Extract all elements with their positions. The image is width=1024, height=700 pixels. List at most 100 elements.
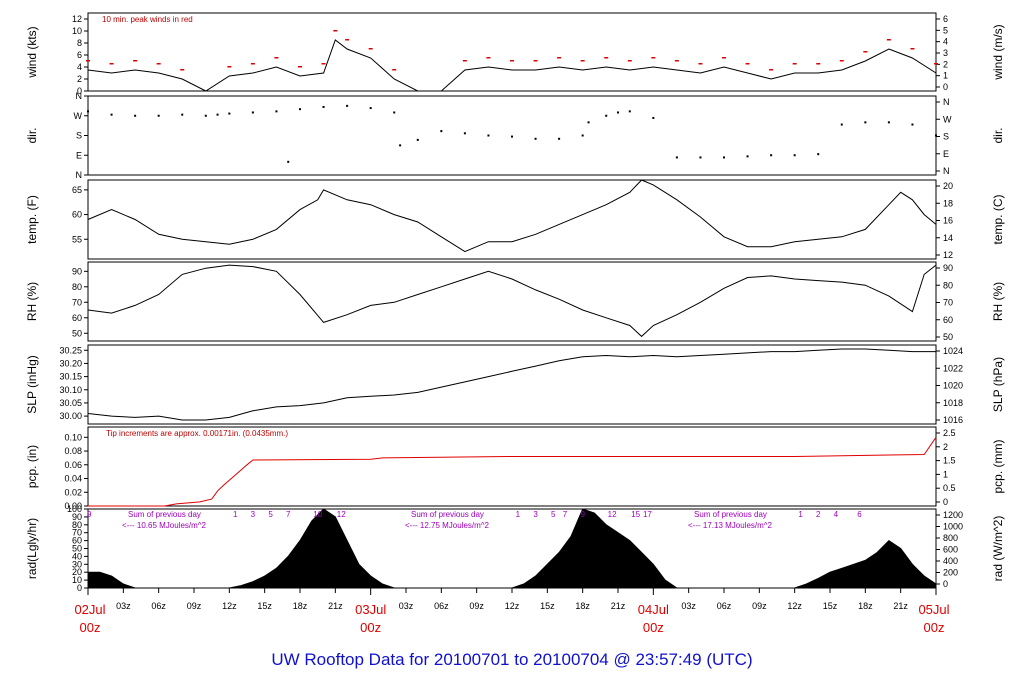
- pcp-ylabel-right: pcp. (mm): [991, 439, 1005, 493]
- rad-series-area: [87, 508, 937, 589]
- rad-left-tick-label: 30: [72, 559, 82, 569]
- wind-peak-mark: [792, 63, 797, 65]
- pcp-left-tick-label: 0.00: [64, 501, 82, 511]
- pcp-left-tick-label: 0.06: [64, 460, 82, 470]
- dir-point: [134, 114, 137, 117]
- dir-right-tick-label: S: [943, 132, 949, 142]
- dir-point: [228, 112, 231, 115]
- temp-ylabel-right: temp. (C): [991, 194, 1005, 244]
- chart-title: UW Rooftop Data for 20100701 to 20100704…: [271, 650, 753, 669]
- rh-right-tick-label: 50: [943, 332, 953, 342]
- dir-point: [699, 156, 702, 159]
- temp-right-tick-label: 12: [943, 250, 953, 260]
- wind-peak-mark: [368, 48, 373, 50]
- wind-frame: [87, 12, 937, 92]
- pcp-note: Tip increments are approx. 0.00171in. (0…: [106, 429, 288, 438]
- rad-hour-mark: 7: [286, 510, 291, 519]
- x-day-time: 00z: [643, 620, 664, 635]
- slp-left-tick-label: 30.15: [59, 372, 82, 382]
- dir-point: [817, 153, 820, 156]
- rad-right-tick-label: 200: [943, 568, 958, 578]
- x-day-label: 05Jul: [918, 602, 949, 617]
- temp-right-tick-label: 20: [943, 181, 953, 191]
- dir-point: [652, 116, 655, 119]
- dir-point: [864, 121, 867, 124]
- dir-point: [322, 105, 325, 108]
- rh-left-tick-label: 90: [72, 266, 82, 276]
- dir-frame: [87, 95, 937, 176]
- wind-left-tick-label: 0: [77, 86, 82, 96]
- wind-peak-mark: [533, 60, 538, 62]
- wind-peak-mark: [462, 60, 467, 62]
- wind-peak-mark: [674, 60, 679, 62]
- wind-peak-mark: [156, 63, 161, 65]
- slp-left-tick-label: 30.05: [59, 398, 82, 408]
- dir-point: [587, 121, 590, 124]
- wind-peak-mark: [345, 39, 350, 41]
- rh-right-tick-label: 80: [943, 280, 953, 290]
- wind-peak-mark: [627, 60, 632, 62]
- wind-peak-mark: [321, 63, 326, 65]
- x-tick-label: 15z: [823, 601, 838, 611]
- dir-point: [463, 132, 466, 135]
- rad-hour-mark: 17: [643, 510, 652, 519]
- wind-right-tick-label: 3: [943, 48, 948, 58]
- rad-hour-mark: 5: [268, 510, 273, 519]
- wind-peak-mark: [86, 60, 90, 62]
- dir-point: [216, 113, 219, 116]
- dir-ylabel-right: dir.: [991, 127, 1005, 143]
- pcp-left-tick-label: 0.10: [64, 432, 82, 442]
- x-tick-label: 18z: [575, 601, 590, 611]
- x-tick-label: 15z: [540, 601, 555, 611]
- wind-left-tick-label: 4: [77, 62, 82, 72]
- dir-point: [911, 123, 914, 126]
- dir-point: [399, 144, 402, 147]
- dir-left-tick-label: N: [76, 170, 83, 180]
- wind-peak-mark: [651, 57, 656, 59]
- rad-right-tick-label: 800: [943, 533, 958, 543]
- rad-hour-mark: 1: [233, 510, 238, 519]
- rad-hour-mark: 12: [337, 510, 346, 519]
- wind-peak-mark: [722, 57, 726, 59]
- wind-peak-mark: [298, 66, 302, 68]
- temp-frame: [87, 179, 937, 260]
- wind-peak-mark: [910, 48, 915, 50]
- pcp-right-tick-label: 2: [943, 442, 948, 452]
- rad-left-tick-label: 0: [77, 583, 82, 593]
- x-tick-label: 06z: [717, 601, 732, 611]
- x-tick-label: 18z: [858, 601, 873, 611]
- dir-point: [346, 104, 349, 107]
- temp-left-tick-label: 55: [72, 234, 82, 244]
- dir-point: [605, 114, 608, 117]
- pcp-left-tick-label: 0.08: [64, 446, 82, 456]
- rad-hour-mark: 4: [834, 510, 839, 519]
- x-tick-label: 15z: [257, 601, 272, 611]
- dir-point: [887, 121, 890, 124]
- pcp-right-tick-label: 0: [943, 497, 948, 507]
- pcp-right-tick-label: 1.5: [943, 456, 956, 466]
- wind-ylabel-left: wind (kts): [25, 26, 39, 78]
- pcp-frame: [87, 426, 937, 507]
- rad-hour-mark: 9: [87, 510, 92, 519]
- wind-peak-mark: [934, 63, 938, 65]
- temp-left-tick-label: 60: [72, 210, 82, 220]
- dir-right-tick-label: N: [943, 166, 950, 176]
- rad-hour-mark: 5: [551, 510, 556, 519]
- x-day-label: 02Jul: [74, 602, 105, 617]
- x-tick-label: 21z: [611, 601, 626, 611]
- pcp-series-line: [88, 437, 937, 507]
- dir-point: [558, 137, 561, 140]
- x-tick-label: 21z: [328, 601, 343, 611]
- temp-left-tick-label: 65: [72, 185, 82, 195]
- dir-left-tick-label: N: [76, 91, 83, 101]
- slp-left-tick-label: 30.00: [59, 411, 82, 421]
- wind-series-line: [87, 39, 937, 92]
- temp-right-tick-label: 18: [943, 198, 953, 208]
- x-tick-label: 12z: [787, 601, 802, 611]
- rad-right-tick-label: 0: [943, 579, 948, 589]
- wind-peak-mark: [333, 30, 338, 32]
- rh-right-tick-label: 60: [943, 315, 953, 325]
- dir-point: [675, 156, 678, 159]
- x-tick-label: 06z: [151, 601, 166, 611]
- rad-hour-mark: 3: [533, 510, 538, 519]
